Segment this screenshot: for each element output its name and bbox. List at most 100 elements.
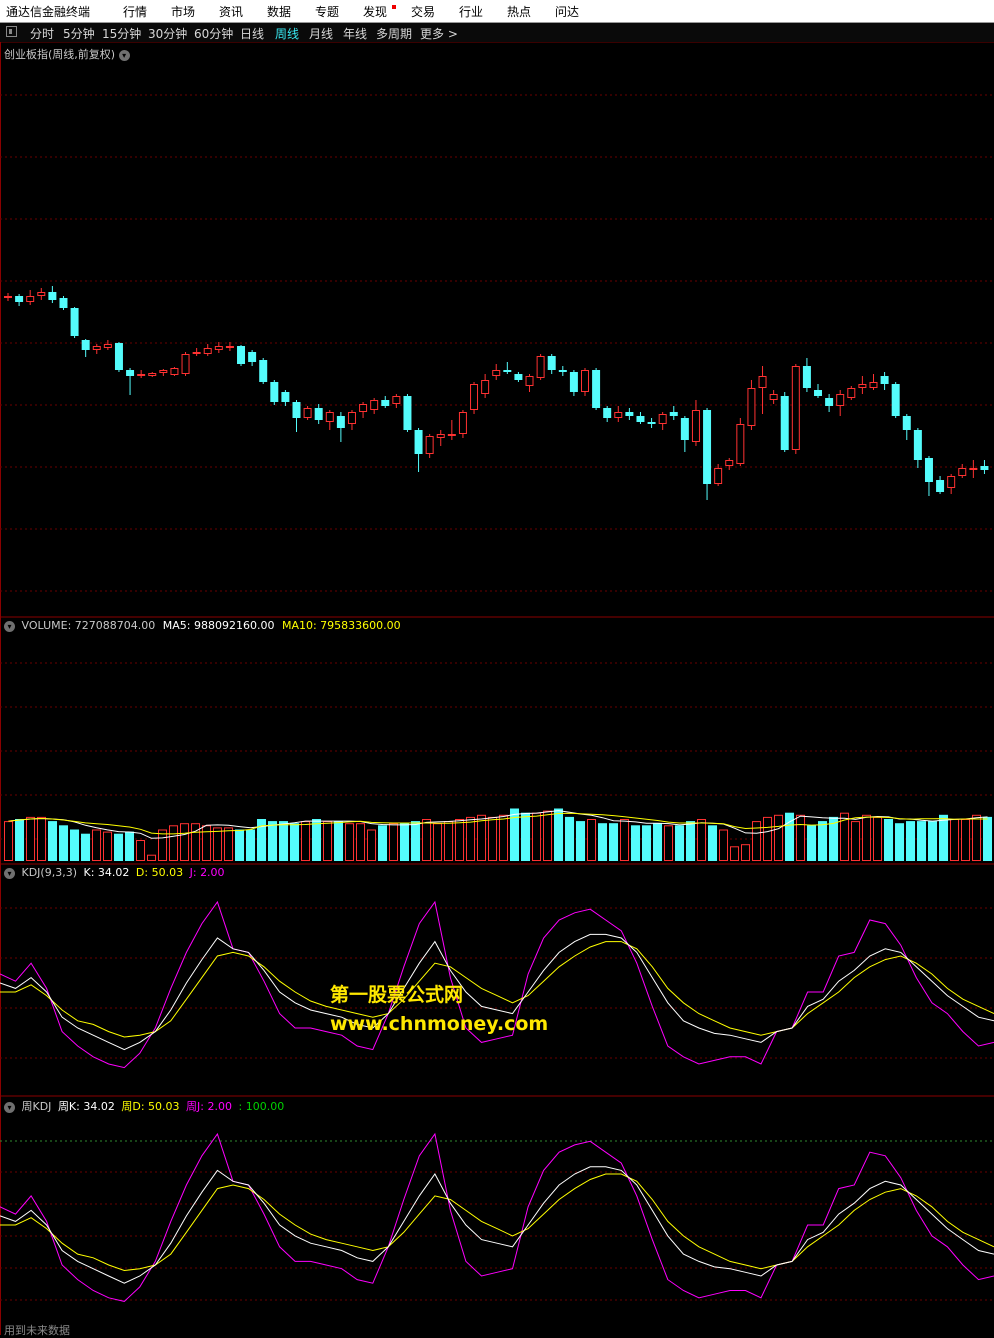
- volume-bar: [741, 844, 751, 862]
- period-30min[interactable]: 30分钟: [148, 27, 188, 41]
- candle-body-up: [947, 476, 956, 488]
- menu-hangye[interactable]: 行业: [459, 5, 484, 19]
- volume-bar: [719, 829, 729, 861]
- menu-wenda[interactable]: 问达: [555, 5, 580, 19]
- chevron-down-icon[interactable]: ▾: [4, 1101, 15, 1113]
- candle-body-down: [270, 382, 279, 402]
- candle-body-up: [580, 370, 589, 392]
- volume-bar: [521, 812, 531, 861]
- kdj-j-line: [0, 1132, 994, 1302]
- wkdj-j-label: 周J: [186, 1100, 201, 1113]
- candle-body-down: [814, 390, 823, 396]
- volume-bar: [906, 821, 916, 861]
- period-60min[interactable]: 60分钟: [194, 27, 234, 41]
- main-panel-title-text: 创业板指(周线,前复权): [4, 48, 116, 61]
- menu-shuju[interactable]: 数据: [267, 5, 292, 19]
- volume-bar: [499, 814, 509, 861]
- menu-shichang[interactable]: 市场: [171, 5, 196, 19]
- kdj-k-line: [0, 1166, 994, 1284]
- volume-bar: [334, 821, 344, 861]
- period-fenshi[interactable]: 分时: [30, 27, 55, 41]
- period-15min[interactable]: 15分钟: [102, 27, 142, 41]
- candle-body-down: [980, 466, 989, 470]
- candle-body-up: [791, 366, 800, 450]
- volume-bar: [70, 829, 80, 861]
- volume-bar: [92, 829, 102, 861]
- candle-body-down: [647, 422, 656, 424]
- candle-body-up: [769, 394, 778, 400]
- candle-body-up: [170, 368, 179, 375]
- wkdj-j: 2.00: [207, 1100, 233, 1113]
- candle-body-down: [547, 356, 556, 370]
- candle-body-down: [703, 410, 712, 484]
- menu-hangqing[interactable]: 行情: [123, 5, 148, 19]
- volume-ma-lines: [8, 810, 988, 839]
- kdj-d-label: D: [135, 866, 145, 879]
- kdj-d: 50.03: [151, 866, 184, 879]
- volume-bar: [554, 808, 564, 861]
- volume-bar: [708, 825, 718, 861]
- volume-bar: [631, 825, 641, 861]
- period-5min[interactable]: 5分钟: [63, 27, 95, 41]
- candle-body-down: [880, 376, 889, 384]
- volume-bar: [59, 825, 69, 861]
- kdj-k-line: [0, 933, 994, 1051]
- candle-body-down: [70, 308, 79, 336]
- chevron-down-icon[interactable]: ▾: [118, 49, 130, 61]
- candle-body-up: [958, 468, 967, 476]
- period-multi[interactable]: 多周期: [376, 27, 413, 41]
- period-monthly[interactable]: 月线: [309, 27, 334, 41]
- candle-body-down: [48, 292, 57, 300]
- volume-bar: [697, 819, 707, 861]
- period-weekly[interactable]: 周线: [275, 27, 300, 41]
- kdj-k: 34.02: [97, 866, 130, 879]
- volume-bar: [114, 833, 124, 861]
- volume-bar: [345, 823, 355, 862]
- candle-body-up: [214, 346, 223, 350]
- candle-body-down: [780, 396, 789, 450]
- volume-bar: [246, 829, 256, 861]
- watermark-line2: www.chnmoney.com: [330, 1013, 549, 1035]
- candle-body-down: [403, 396, 412, 430]
- volume-bar: [224, 827, 234, 862]
- menu-faxian[interactable]: 发现: [363, 5, 388, 19]
- volume-bar: [367, 829, 377, 861]
- volume-name: VOLUME: [21, 619, 68, 632]
- candle-body-up: [103, 344, 112, 348]
- menu-redian[interactable]: 热点: [507, 5, 532, 19]
- kdj-j-label: J: [189, 866, 193, 879]
- candle-body-up: [858, 384, 867, 388]
- candle-body-down: [625, 412, 634, 416]
- volume-bar: [543, 810, 553, 861]
- chevron-down-icon[interactable]: ▾: [4, 867, 15, 879]
- period-more[interactable]: 更多 >: [420, 27, 458, 41]
- candle-body-down: [15, 296, 24, 302]
- candle-body-up: [137, 374, 146, 376]
- candle-body-down: [503, 370, 512, 372]
- candle-body-up: [492, 370, 501, 376]
- volume-bar: [180, 823, 190, 862]
- volume-bar: [213, 827, 223, 862]
- period-yearly[interactable]: 年线: [343, 27, 368, 41]
- volume-bar: [939, 814, 949, 861]
- volume-bar: [389, 823, 399, 862]
- menu-zixun[interactable]: 资讯: [219, 5, 244, 19]
- watermark: 第一股票公式网 www.chnmoney.com: [330, 980, 548, 1035]
- candle-body-down: [636, 416, 645, 422]
- menu-jiaoyi[interactable]: 交易: [411, 5, 436, 19]
- volume-panel-header: ▾ VOLUME: 727088704.00 MA5: 988092160.00…: [4, 619, 401, 632]
- candle-body-down: [592, 370, 601, 408]
- sidebar-toggle-icon[interactable]: [6, 26, 17, 37]
- candle-body-down: [902, 416, 911, 430]
- chevron-down-icon[interactable]: ▾: [4, 620, 15, 632]
- wkdj-name: 周KDJ: [21, 1100, 52, 1113]
- menu-zhuanti[interactable]: 专题: [315, 5, 340, 19]
- volume-bar: [862, 814, 872, 861]
- volume-bar: [301, 821, 311, 861]
- volume-bar: [807, 825, 817, 861]
- candle-body-down: [381, 400, 390, 406]
- period-daily[interactable]: 日线: [240, 27, 265, 41]
- volume-bar: [840, 812, 850, 862]
- main-panel-title[interactable]: 创业板指(周线,前复权) ▾: [4, 46, 133, 62]
